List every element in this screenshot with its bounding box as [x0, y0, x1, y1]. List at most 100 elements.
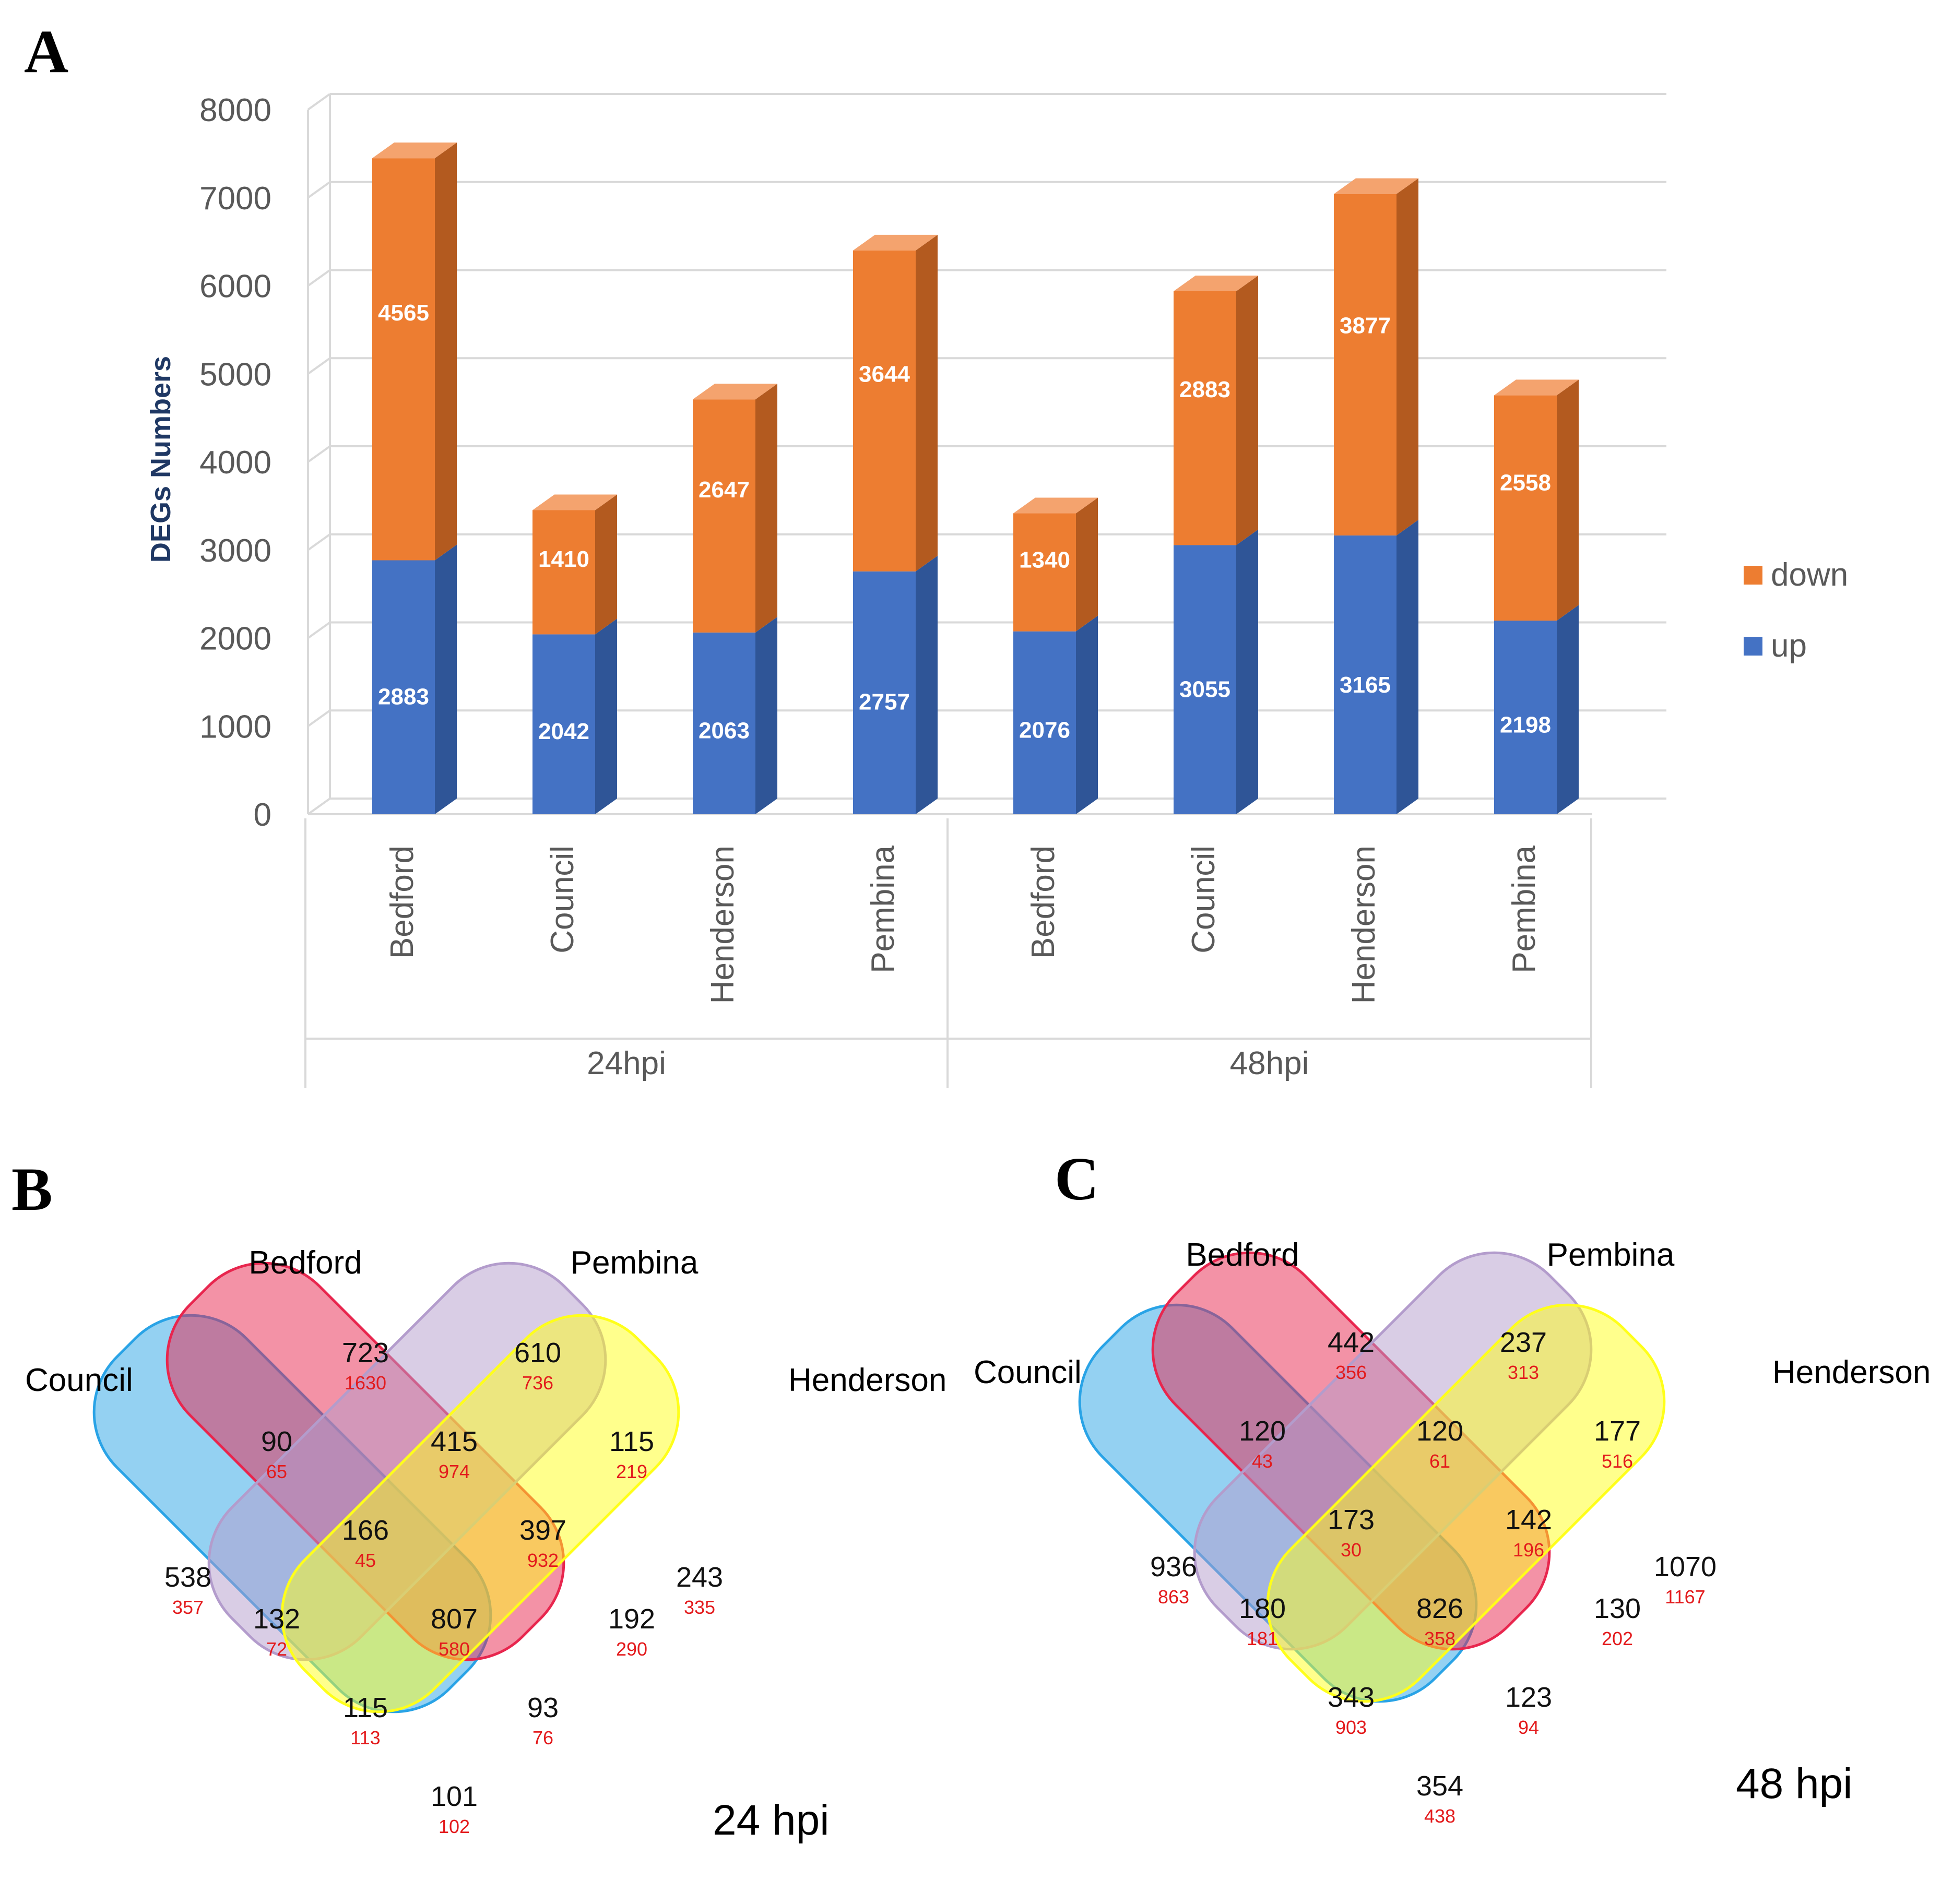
bar-up-side [1236, 529, 1258, 814]
legend: down up [1744, 557, 1848, 664]
venn-subcount: 61 [1429, 1450, 1450, 1472]
venn-region-h: 1070 1167 [1654, 1551, 1717, 1608]
venn-count: 807 [431, 1603, 478, 1635]
grid-diagonal [307, 93, 331, 111]
x-tick-label: Henderson [705, 846, 741, 1004]
bar-up [853, 571, 916, 814]
venn-subcount: 219 [616, 1461, 647, 1482]
grid [307, 93, 1666, 815]
venn-subcount: 30 [1341, 1539, 1362, 1561]
bar-down-side [755, 384, 777, 633]
venn-set-henderson [1266, 1303, 1666, 1703]
bar-down [372, 158, 435, 561]
venn-timepoint-label: 48 hpi [1736, 1760, 1852, 1807]
venn-count: 130 [1594, 1593, 1641, 1624]
bar-up [693, 632, 755, 814]
venn-count: 115 [609, 1426, 654, 1457]
bar-value-label: 2558 [1500, 470, 1551, 495]
venn-count: 723 [342, 1337, 389, 1368]
venn-count: 237 [1500, 1327, 1547, 1358]
bar-value-label: 1410 [538, 546, 589, 572]
y-tick-label: 2000 [199, 621, 271, 657]
bar-value-label: 3877 [1340, 313, 1391, 338]
venn-subcount: 358 [1424, 1628, 1455, 1649]
venn-subcount: 102 [439, 1816, 470, 1837]
venn-set-label: Council [974, 1354, 1082, 1390]
venn-count: 610 [514, 1337, 561, 1368]
y-tick-label: 8000 [199, 92, 271, 128]
bar-down-side [1076, 497, 1098, 632]
bar-up-side [435, 544, 457, 814]
venn-subcount: 290 [616, 1638, 647, 1660]
bar-chart: 0 1000 2000 3000 4000 5000 6000 7000 8000 DEGs N… [145, 92, 1848, 1088]
bar-up-side [1076, 615, 1098, 814]
venn-subcount: 932 [527, 1550, 559, 1571]
venn-set-label: Henderson [788, 1362, 946, 1398]
venn-set-label: Bedford [248, 1245, 362, 1281]
venn-subcount: 580 [439, 1638, 470, 1660]
panel-label-a: A [24, 17, 68, 86]
venn-count: 192 [608, 1603, 655, 1635]
venn-subcount: 1630 [345, 1372, 386, 1394]
bar-top-face [1334, 178, 1418, 194]
venn-subcount: 94 [1518, 1717, 1539, 1738]
bar-up-side [755, 616, 777, 814]
venn-subcount: 202 [1602, 1628, 1633, 1649]
bar-value-label: 3165 [1340, 672, 1391, 698]
venn-subcount: 516 [1602, 1450, 1633, 1472]
y-tick-label: 1000 [199, 709, 271, 745]
venn-subcount: 736 [522, 1372, 553, 1394]
x-tick-label: Bedford [1025, 846, 1061, 959]
venn-count: 180 [1239, 1593, 1286, 1624]
bar-value-label: 2883 [378, 684, 429, 709]
bar-down-side [1396, 178, 1418, 536]
bar-value-label: 3644 [859, 362, 910, 387]
grid-diagonal [307, 533, 331, 551]
venn-subcount: 863 [1158, 1586, 1189, 1608]
venn-count: 132 [253, 1603, 300, 1635]
panel-label-c: C [1055, 1145, 1099, 1213]
x-tick-label: Pembina [865, 845, 901, 973]
venn-timepoint-label: 24 hpi [713, 1796, 829, 1844]
venn-set-label: Henderson [1772, 1354, 1931, 1390]
venn-count: 177 [1594, 1415, 1641, 1447]
bar-value-label: 2757 [859, 689, 910, 715]
venn-subcount: 313 [1508, 1362, 1539, 1383]
venn-count: 142 [1505, 1504, 1552, 1536]
legend-label: up [1771, 628, 1807, 664]
venn-sets [92, 1262, 680, 1713]
x-tick-label: Council [1186, 846, 1222, 954]
venn-subcount: 181 [1247, 1628, 1278, 1649]
y-tick-label: 6000 [199, 269, 271, 305]
grid-diagonal [307, 181, 331, 199]
x-group-label: 48hpi [1230, 1045, 1309, 1081]
venn-set-label: Council [25, 1362, 133, 1398]
venn-set-henderson [280, 1314, 680, 1713]
bar-up [1494, 621, 1557, 814]
venn-count: 90 [261, 1426, 292, 1457]
bar-down [1494, 395, 1557, 621]
venn-count: 343 [1328, 1682, 1375, 1713]
venn-subcount: 357 [172, 1597, 204, 1618]
grid-diagonal [307, 357, 331, 375]
bar-value-label: 4565 [378, 300, 429, 326]
venn-count: 173 [1328, 1504, 1375, 1536]
bar-up-side [916, 555, 938, 814]
bar-up [532, 634, 595, 814]
bar-value-label: 3055 [1179, 677, 1230, 703]
panel-label-b: B [11, 1155, 53, 1223]
venn-subcount: 1167 [1665, 1586, 1705, 1608]
bar-down-side [916, 234, 938, 572]
